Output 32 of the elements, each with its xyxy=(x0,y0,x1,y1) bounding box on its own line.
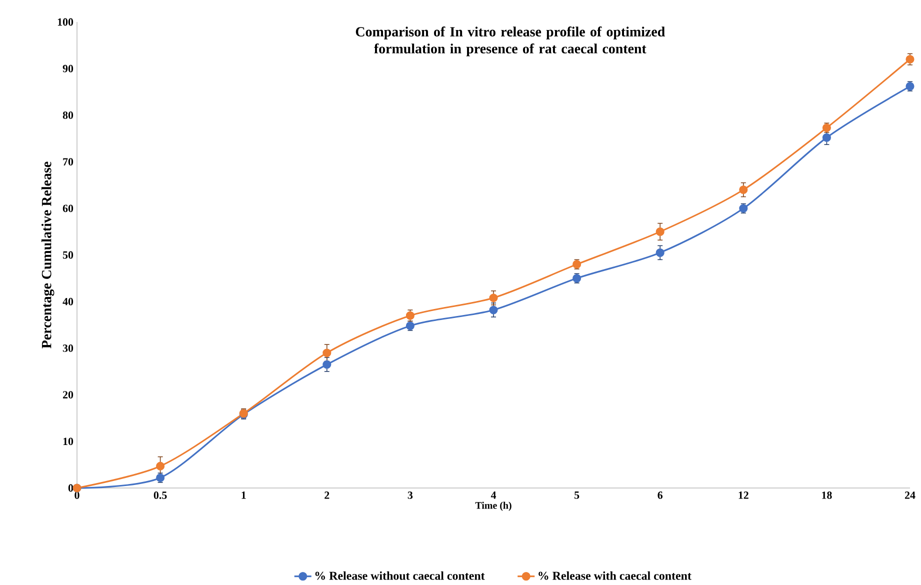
x-tick-label: 6 xyxy=(658,491,663,499)
point xyxy=(906,54,914,64)
y-tick-label: 90 xyxy=(62,64,74,72)
y-tick-label: 80 xyxy=(62,111,74,119)
point xyxy=(156,462,165,470)
legend-label: % Release with caecal content xyxy=(538,571,692,580)
y-tick-label: 100 xyxy=(58,18,74,26)
point xyxy=(739,185,748,194)
x-tick-label: 5 xyxy=(574,491,580,499)
x-tick-label: 4 xyxy=(490,491,496,499)
y-tick-label: 10 xyxy=(63,438,74,446)
y-tick-label: 30 xyxy=(62,344,74,352)
legend-label: % Release without caecal content xyxy=(315,571,485,580)
x-tick-label: 2 xyxy=(324,491,330,499)
x-tick-label: 0.5 xyxy=(154,491,167,499)
text: Comparison of In vitro release profile of optimized formulation in presence of rat caecal content xyxy=(356,26,665,56)
x-axis-title: Time (h) xyxy=(475,502,512,511)
x-tick-label: 12 xyxy=(738,491,748,499)
y-tick-label: 20 xyxy=(62,391,74,398)
y-tick-label: 60 xyxy=(62,204,74,212)
x-tick-label: 0 xyxy=(74,491,80,499)
y-tick-label: 0 xyxy=(68,484,74,492)
x-tick-label: 18 xyxy=(822,491,832,499)
y-tick-label: 40 xyxy=(62,298,74,306)
point xyxy=(656,248,664,257)
x-tick-label: 1 xyxy=(242,491,246,499)
x-tick-label: 24 xyxy=(904,491,916,499)
y-tick-label: 70 xyxy=(63,158,74,166)
x-tick-label: 3 xyxy=(408,491,413,499)
y-tick-label: 50 xyxy=(62,251,74,259)
point xyxy=(656,227,664,236)
y-axis-title: Percentage Cumulative Release xyxy=(41,162,54,348)
